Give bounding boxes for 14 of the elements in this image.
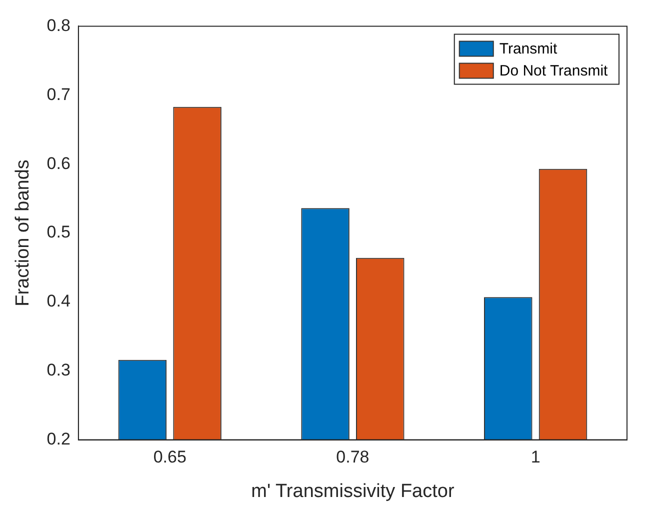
y-tick-label: 0.3 (46, 360, 70, 380)
x-tick-label: 0.78 (336, 448, 370, 467)
x-tick-label: 0.65 (153, 448, 186, 467)
y-tick-label: 0.6 (46, 154, 70, 173)
y-tick-label: 0.8 (46, 16, 70, 35)
y-tick-label: 0.7 (46, 84, 70, 104)
legend-label: Do Not Transmit (499, 62, 609, 80)
y-axis-title: Fraction of bands (12, 160, 34, 306)
x-axis-title: m' Transmissivity Factor (251, 480, 455, 502)
y-tick-label: 0.2 (46, 429, 70, 448)
x-tick-label: 1 (530, 448, 540, 467)
legend-label: Transmit (499, 40, 558, 58)
y-tick-label: 0.4 (46, 292, 70, 311)
y-tick-label: 0.5 (46, 222, 70, 242)
